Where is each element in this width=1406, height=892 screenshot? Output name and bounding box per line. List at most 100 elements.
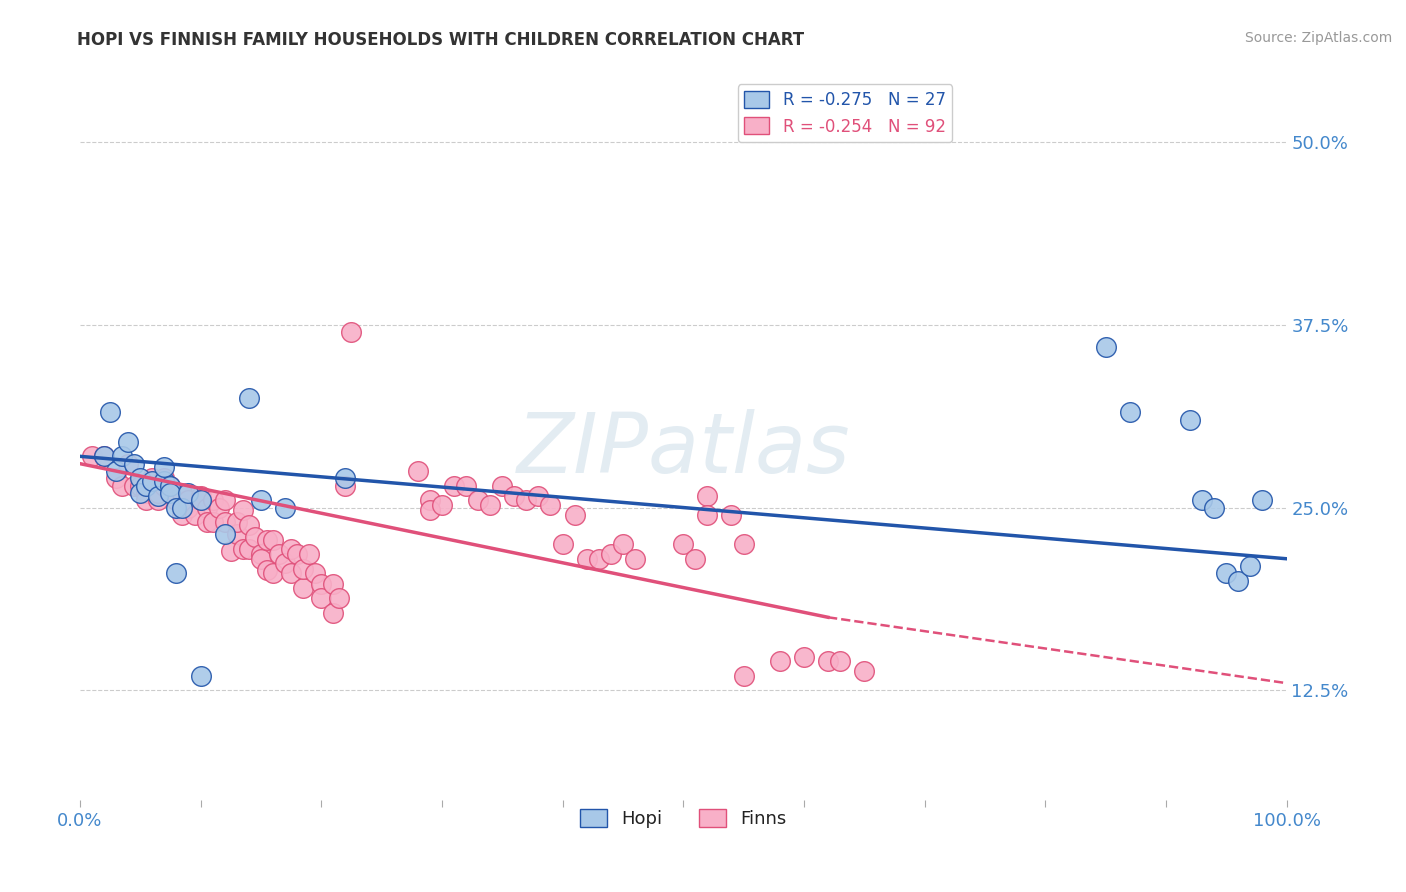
Point: [575, 551, 598, 566]
Point: [153, 478, 176, 492]
Point: [430, 498, 453, 512]
Point: [148, 486, 170, 500]
Point: [232, 541, 254, 556]
Point: [225, 527, 247, 541]
Point: [262, 533, 284, 547]
Point: [117, 434, 139, 449]
Point: [177, 493, 200, 508]
Point: [165, 566, 187, 581]
Point: [98, 405, 121, 419]
Point: [280, 541, 302, 556]
Point: [274, 500, 297, 515]
Point: [1227, 574, 1250, 588]
Point: [159, 486, 181, 500]
Point: [335, 478, 357, 492]
Point: [129, 471, 152, 485]
Point: [250, 493, 273, 508]
Point: [93, 450, 115, 464]
Point: [250, 547, 273, 561]
Point: [285, 547, 308, 561]
Point: [148, 489, 170, 503]
Point: [177, 486, 200, 500]
Point: [238, 391, 260, 405]
Point: [141, 478, 163, 492]
Point: [1191, 493, 1213, 508]
Point: [1118, 405, 1140, 419]
Point: [672, 537, 695, 551]
Point: [111, 478, 134, 492]
Point: [214, 515, 236, 529]
Point: [443, 478, 465, 492]
Point: [177, 500, 200, 515]
Point: [80, 450, 103, 464]
Point: [238, 518, 260, 533]
Point: [685, 551, 707, 566]
Point: [141, 471, 163, 485]
Point: [853, 665, 876, 679]
Point: [208, 500, 231, 515]
Point: [564, 508, 586, 522]
Point: [1251, 493, 1274, 508]
Point: [624, 551, 647, 566]
Point: [172, 508, 194, 522]
Point: [105, 471, 128, 485]
Point: [340, 325, 363, 339]
Point: [129, 478, 152, 492]
Point: [419, 503, 441, 517]
Point: [256, 533, 278, 547]
Point: [159, 486, 181, 500]
Point: [153, 471, 176, 485]
Point: [172, 500, 194, 515]
Point: [280, 566, 302, 581]
Point: [183, 508, 205, 522]
Point: [122, 478, 145, 492]
Point: [159, 478, 181, 492]
Point: [1239, 559, 1261, 574]
Point: [214, 493, 236, 508]
Point: [769, 654, 792, 668]
Point: [551, 537, 574, 551]
Point: [491, 478, 513, 492]
Point: [292, 581, 315, 595]
Point: [793, 649, 815, 664]
Point: [515, 493, 537, 508]
Point: [503, 489, 526, 503]
Point: [454, 478, 477, 492]
Point: [292, 562, 315, 576]
Point: [527, 489, 550, 503]
Text: HOPI VS FINNISH FAMILY HOUSEHOLDS WITH CHILDREN CORRELATION CHART: HOPI VS FINNISH FAMILY HOUSEHOLDS WITH C…: [77, 31, 804, 49]
Point: [201, 515, 224, 529]
Point: [817, 654, 839, 668]
Point: [165, 500, 187, 515]
Text: ZIPatlas: ZIPatlas: [516, 409, 851, 490]
Point: [190, 489, 212, 503]
Point: [129, 486, 152, 500]
Legend: Hopi, Finns: Hopi, Finns: [572, 801, 794, 835]
Point: [612, 537, 634, 551]
Point: [1204, 500, 1226, 515]
Point: [588, 551, 610, 566]
Point: [93, 450, 115, 464]
Point: [406, 464, 429, 478]
Point: [733, 669, 755, 683]
Point: [309, 576, 332, 591]
Point: [111, 450, 134, 464]
Point: [1094, 340, 1116, 354]
Point: [190, 493, 212, 508]
Point: [122, 457, 145, 471]
Point: [720, 508, 742, 522]
Point: [540, 498, 562, 512]
Point: [1215, 566, 1237, 581]
Point: [335, 471, 357, 485]
Point: [195, 500, 218, 515]
Point: [165, 493, 187, 508]
Point: [238, 541, 260, 556]
Point: [479, 498, 502, 512]
Point: [256, 564, 278, 578]
Point: [225, 515, 247, 529]
Point: [696, 508, 718, 522]
Text: Source: ZipAtlas.com: Source: ZipAtlas.com: [1244, 31, 1392, 45]
Point: [214, 527, 236, 541]
Point: [733, 537, 755, 551]
Point: [304, 566, 326, 581]
